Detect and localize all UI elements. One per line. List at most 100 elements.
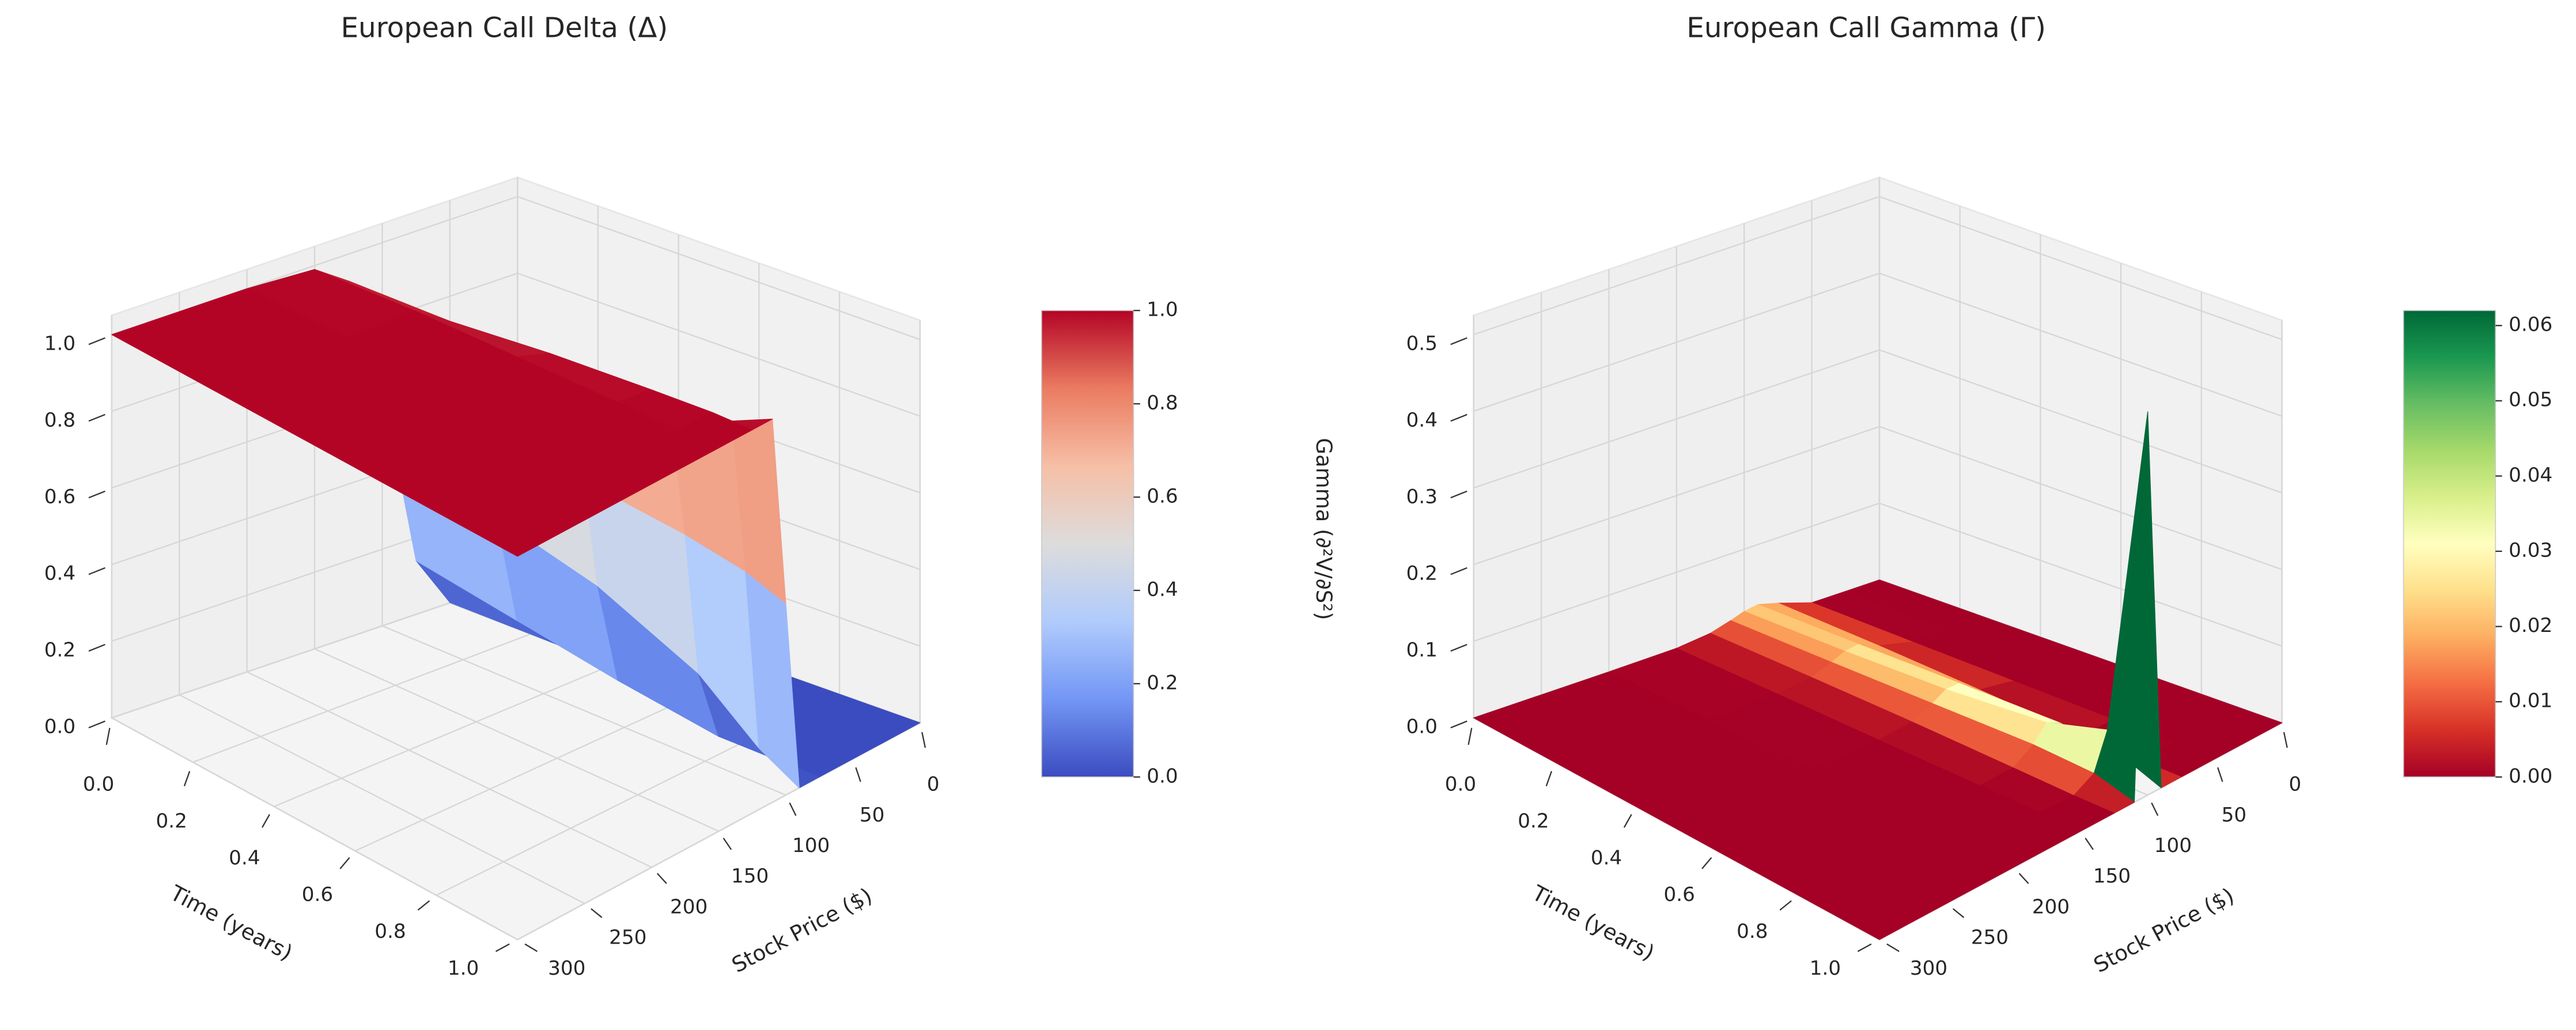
y-tick-label: 100 xyxy=(792,834,830,857)
grid-line xyxy=(1473,196,2282,340)
tick-mark xyxy=(339,857,350,869)
x-tick-label: 0.4 xyxy=(1591,846,1622,869)
x-tick-label: 0.4 xyxy=(229,846,260,869)
z-tick-label: 0.0 xyxy=(44,715,75,739)
x-tick-label: 0.8 xyxy=(375,920,406,943)
y-tick-label: 0 xyxy=(927,773,940,796)
tick-mark xyxy=(656,873,667,884)
y-tick-label: 300 xyxy=(548,957,585,980)
tick-mark xyxy=(2283,732,2288,748)
tick-mark xyxy=(105,728,111,745)
colorbar-tick-label: 1.0 xyxy=(1147,298,1178,321)
x-tick-label: 0.0 xyxy=(83,773,114,796)
z-tick-label: 0.3 xyxy=(1406,486,1438,509)
tick-mark xyxy=(417,900,430,911)
tick-mark xyxy=(855,767,861,782)
tick-mark xyxy=(1450,643,1467,652)
colorbar xyxy=(1041,310,1134,778)
colorbar-tick-label: 0.4 xyxy=(1147,578,1178,601)
tick-mark xyxy=(183,771,191,787)
y-tick-label: 50 xyxy=(860,804,885,827)
colorbar xyxy=(2403,310,2496,778)
tick-mark xyxy=(1701,857,1712,869)
z-tick-label: 0.6 xyxy=(44,486,75,509)
z-tick-label: 1.0 xyxy=(44,332,75,355)
tick-mark xyxy=(1623,814,1632,828)
x-tick-label: 0.6 xyxy=(302,883,333,906)
tick-mark xyxy=(2217,767,2223,782)
y-tick-label: 200 xyxy=(670,895,708,918)
tick-mark xyxy=(591,908,603,918)
colorbar-tick-label: 0.03 xyxy=(2509,539,2552,562)
tick-mark xyxy=(88,490,105,499)
z-axis-label: Gamma (∂²V/∂S²) xyxy=(1311,438,1336,620)
tick-mark xyxy=(88,720,105,729)
colorbar-tick-label: 0.04 xyxy=(2509,464,2552,487)
x-tick-label: 0.2 xyxy=(156,809,187,832)
y-tick-label: 100 xyxy=(2154,834,2192,857)
x-tick-label: 0.0 xyxy=(1445,773,1476,796)
z-tick-label: 0.2 xyxy=(44,639,75,662)
tick-mark xyxy=(2085,838,2094,850)
colorbar-tick-label: 0.6 xyxy=(1147,484,1178,508)
y-axis-label: Stock Price ($) xyxy=(728,883,876,978)
grid-line xyxy=(1473,272,2282,417)
tick-mark xyxy=(1886,943,1900,952)
tick-mark xyxy=(2018,873,2029,884)
panel: 0.0 0.2 0.4 0.6 0.8 1.0 0 50 100 150 200 250 300 0.0 0… xyxy=(44,12,1178,980)
tick-mark xyxy=(88,567,105,575)
x-tick-label: 1.0 xyxy=(1810,957,1841,980)
z-tick-label: 0.2 xyxy=(1406,562,1438,585)
colorbar-tick-label: 0.01 xyxy=(2509,690,2552,713)
z-tick-label: 0.1 xyxy=(1406,639,1438,662)
x-tick-label: 0.6 xyxy=(1664,883,1695,906)
x-axis-label: Time (years) xyxy=(166,880,297,965)
colorbar-tick-label: 0.8 xyxy=(1147,391,1178,414)
panel: 0.00.20.40.60.81.00501001502002503000.00… xyxy=(1311,12,2552,980)
y-tick-label: 200 xyxy=(2032,895,2070,918)
y-tick-label: 150 xyxy=(731,865,769,888)
tick-mark xyxy=(88,414,105,422)
chart-title: European Call Gamma (Γ) xyxy=(1686,12,2046,44)
tick-mark xyxy=(2151,802,2159,816)
tick-mark xyxy=(1450,337,1467,345)
colorbar-tick-label: 0.0 xyxy=(1147,764,1178,787)
z-tick-label: 0.5 xyxy=(1406,332,1438,355)
y-tick-label: 300 xyxy=(1910,957,1947,980)
tick-mark xyxy=(1450,720,1467,729)
colorbar-tick-label: 0.00 xyxy=(2509,764,2552,787)
y-tick-label: 250 xyxy=(1971,926,2008,949)
surface-cell xyxy=(476,499,585,557)
z-tick-label: 0.4 xyxy=(1406,408,1438,431)
y-tick-label: 150 xyxy=(2093,865,2131,888)
tick-mark xyxy=(1857,943,1872,952)
surface xyxy=(1473,411,2283,940)
colorbar-tick-label: 0.2 xyxy=(1147,671,1178,694)
z-tick-label: 0.0 xyxy=(1406,715,1438,739)
y-axis-label: Stock Price ($) xyxy=(2090,883,2238,978)
tick-mark xyxy=(495,943,510,952)
tick-mark xyxy=(789,802,797,816)
chart-title: European Call Delta (Δ) xyxy=(341,12,668,44)
tick-mark xyxy=(1779,900,1792,911)
y-tick-label: 50 xyxy=(2222,804,2247,827)
surface-cell xyxy=(1839,882,1947,940)
colorbar-tick-label: 0.02 xyxy=(2509,614,2552,637)
x-tick-label: 0.8 xyxy=(1737,920,1768,943)
x-axis-label: Time (years) xyxy=(1527,880,1658,965)
y-tick-label: 0 xyxy=(2289,773,2302,796)
tick-mark xyxy=(88,643,105,652)
tick-mark xyxy=(1952,908,1965,918)
tick-mark xyxy=(921,732,926,748)
tick-mark xyxy=(1450,414,1467,422)
tick-mark xyxy=(1450,490,1467,499)
colorbar-tick-label: 0.05 xyxy=(2509,388,2552,411)
tick-mark xyxy=(1467,728,1473,745)
tick-mark xyxy=(1545,771,1553,787)
tick-mark xyxy=(1450,567,1467,575)
y-tick-label: 250 xyxy=(609,926,646,949)
surface xyxy=(111,269,921,789)
colorbar-tick-label: 0.06 xyxy=(2509,313,2552,336)
